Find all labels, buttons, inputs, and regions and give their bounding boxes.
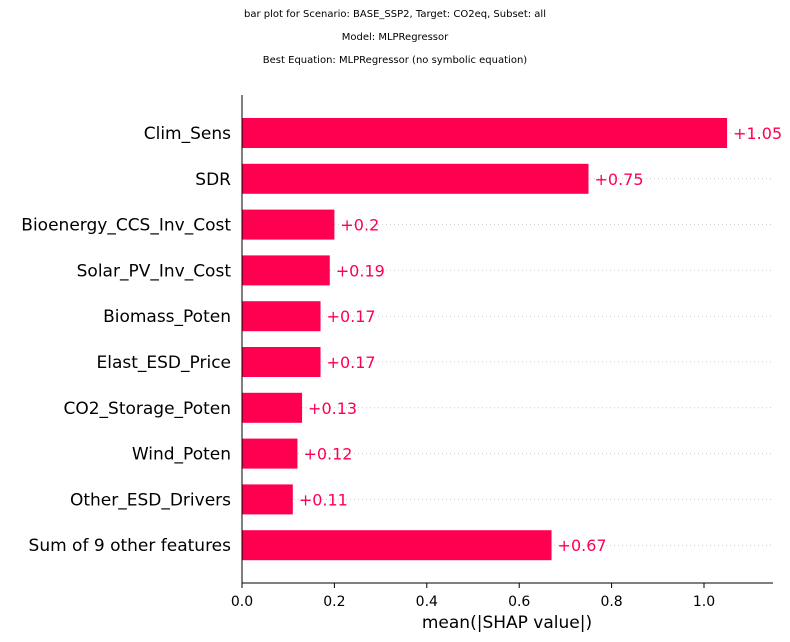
category-label: Wind_Poten bbox=[132, 445, 231, 465]
bar-elast-esd-price bbox=[242, 347, 321, 377]
bar-value-label: +0.11 bbox=[299, 490, 348, 509]
x-tick-label: 0.0 bbox=[231, 594, 253, 610]
bar-solar-pv-inv-cost bbox=[242, 255, 330, 286]
value-labels: +1.05 +0.75 +0.2 +0.19 +0.17 +0.17 +0.13 +0.12 +… bbox=[299, 124, 782, 555]
x-tick-label: 0.6 bbox=[508, 594, 530, 610]
category-label: SDR bbox=[195, 170, 231, 190]
chart-title-line-2: Model: MLPRegressor bbox=[341, 32, 449, 43]
category-label: Elast_ESD_Price bbox=[97, 353, 232, 373]
category-label: Other_ESD_Drivers bbox=[70, 490, 231, 510]
category-label: Sum of 9 other features bbox=[29, 536, 232, 556]
chart-title-line-3: Best Equation: MLPRegressor (no symbolic… bbox=[262, 55, 528, 66]
bar-sdr bbox=[242, 163, 589, 194]
x-tick-label: 0.8 bbox=[600, 594, 622, 610]
category-labels: Clim_Sens SDR Bioenergy_CCS_Inv_Cost Solar_… bbox=[21, 124, 231, 556]
x-axis-title: mean(|SHAP value|) bbox=[422, 613, 592, 633]
x-tick-label: 1.0 bbox=[693, 594, 715, 610]
bar-wind-poten bbox=[242, 438, 298, 469]
bar-value-label: +0.17 bbox=[327, 307, 376, 326]
x-tick-label: 0.4 bbox=[416, 594, 438, 610]
guide-lines bbox=[242, 132, 773, 546]
bars bbox=[242, 118, 728, 561]
bar-value-label: +0.12 bbox=[303, 445, 352, 464]
bar-co2-storage-poten bbox=[242, 392, 303, 423]
category-label: Solar_PV_Inv_Cost bbox=[77, 261, 232, 281]
bar-other-esd-drivers bbox=[242, 484, 293, 515]
category-label: Clim_Sens bbox=[144, 124, 231, 144]
category-label: Bioenergy_CCS_Inv_Cost bbox=[21, 216, 231, 236]
category-label: Biomass_Poten bbox=[103, 307, 231, 327]
bar-biomass-poten bbox=[242, 301, 321, 332]
bar-value-label: +0.2 bbox=[340, 216, 379, 235]
bar-bioenergy-ccs-inv-cost bbox=[242, 209, 335, 240]
category-label: CO2_Storage_Poten bbox=[63, 399, 231, 419]
axes: 0.0 0.2 0.4 0.6 0.8 1.0 bbox=[231, 95, 773, 610]
bar-value-label: +0.17 bbox=[327, 353, 376, 372]
bar-value-label: +0.75 bbox=[595, 170, 644, 189]
bar-value-label: +0.67 bbox=[558, 536, 607, 555]
bar-clim-sens bbox=[242, 118, 728, 148]
bar-value-label: +0.13 bbox=[308, 399, 357, 418]
bar-sum-of-9-other-features bbox=[242, 530, 552, 561]
chart-title-line-1: bar plot for Scenario: BASE_SSP2, Target… bbox=[244, 9, 546, 20]
bar-value-label: +0.19 bbox=[336, 261, 385, 280]
bar-value-label: +1.05 bbox=[733, 124, 782, 143]
x-tick-label: 0.2 bbox=[323, 594, 345, 610]
